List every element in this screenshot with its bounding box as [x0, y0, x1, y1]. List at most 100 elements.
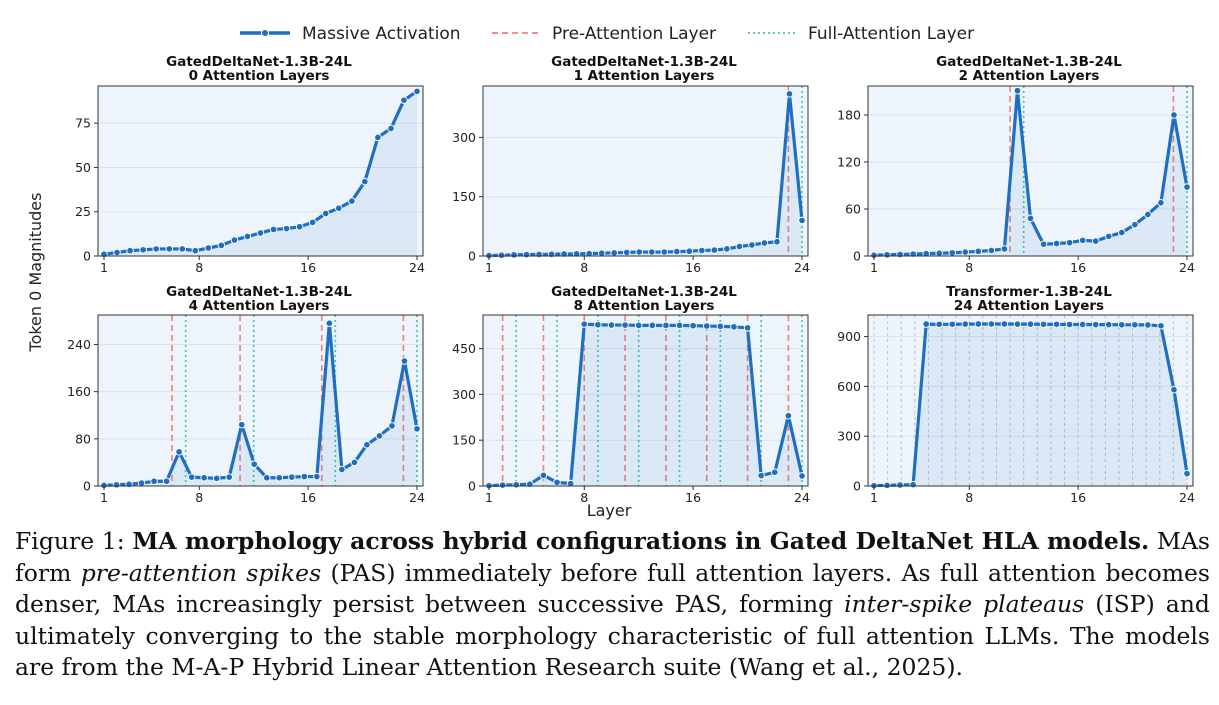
data-point [580, 320, 589, 328]
panel-0-title: GatedDeltaNet-1.3B-24L [166, 54, 352, 70]
data-point [948, 320, 957, 329]
data-point [622, 248, 631, 257]
x-tick-label: 1 [870, 490, 878, 505]
data-point [594, 321, 602, 329]
data-point [1026, 320, 1035, 328]
data-point [510, 251, 518, 259]
x-tick-label: 8 [965, 490, 973, 505]
data-point [374, 133, 382, 142]
data-point [1091, 237, 1100, 245]
data-point [607, 321, 616, 329]
data-point [225, 473, 233, 481]
data-point [948, 249, 957, 257]
legend-massive-label: Massive Activation [302, 24, 461, 44]
data-point [1065, 238, 1074, 247]
data-point [388, 422, 396, 430]
data-point [784, 412, 793, 420]
plot-frame [867, 85, 1194, 257]
y-tick-label: 600 [837, 379, 861, 394]
caption-text-1: MAs form [15, 527, 1210, 587]
x-tick-label: 16 [685, 490, 701, 505]
x-tick-label: 8 [580, 490, 588, 505]
data-point [1104, 232, 1113, 241]
data-point [137, 479, 146, 487]
y-tick-label: 0 [468, 479, 476, 494]
plot-area [483, 86, 808, 256]
data-point [553, 478, 561, 487]
data-point [685, 247, 694, 256]
data-point [597, 249, 606, 257]
data-point [498, 481, 507, 489]
data-point [1039, 320, 1048, 329]
data-point [974, 320, 983, 328]
data-point [1078, 320, 1087, 329]
figure-caption: Figure 1: MA morphology across hybrid co… [15, 526, 1210, 684]
data-point [757, 471, 765, 480]
data-point [256, 229, 265, 237]
data-point [243, 232, 252, 241]
data-point [1000, 320, 1009, 328]
data-point [308, 218, 317, 227]
data-point [585, 249, 593, 258]
data-point [288, 473, 296, 481]
data-point [1078, 236, 1087, 245]
x-tick-label: 1 [100, 490, 108, 505]
panel-1: GatedDeltaNet-1.3B-24L 1 Attention Layer… [452, 54, 810, 275]
data-point [1065, 320, 1074, 329]
data-point [896, 481, 904, 489]
data-point [909, 480, 917, 489]
panel-3-subtitle: 4 Attention Layers [189, 298, 330, 314]
data-point [413, 425, 421, 433]
data-point [1157, 198, 1165, 207]
data-point [1104, 320, 1113, 329]
y-tick-label: 0 [83, 249, 91, 264]
panel-4: GatedDeltaNet-1.3B-24L 8 Attention Layer… [452, 284, 810, 505]
x-tick-label: 16 [1070, 260, 1086, 275]
caption-text-3: (ISP) and ultimately converging to the s… [15, 590, 1210, 681]
data-point [922, 320, 930, 328]
data-point [773, 238, 781, 246]
data-point [961, 320, 970, 328]
x-tick-label: 24 [794, 490, 810, 505]
data-point [400, 357, 409, 365]
x-tick-label: 16 [300, 490, 316, 505]
data-point [1131, 220, 1139, 229]
y-tick-label: 180 [837, 107, 861, 122]
data-point [883, 481, 891, 490]
data-point [1170, 111, 1178, 119]
data-point [689, 321, 697, 330]
x-tick-label: 8 [195, 490, 203, 505]
data-point [716, 322, 725, 331]
data-point [535, 250, 543, 259]
data-point [1118, 321, 1126, 329]
data-point [547, 250, 556, 258]
data-point [152, 245, 160, 253]
data-point [1013, 320, 1022, 328]
data-point [512, 481, 520, 489]
x-tick-label: 8 [195, 260, 203, 275]
data-point [1131, 321, 1139, 329]
plot-frame [482, 314, 809, 487]
data-point [250, 460, 258, 468]
data-point [1052, 239, 1061, 248]
data-point [363, 440, 371, 449]
x-tick-label: 16 [1070, 490, 1086, 505]
data-point [321, 209, 330, 218]
legend-full-label: Full-Attention Layer [808, 24, 974, 44]
panel-1-subtitle: 1 Attention Layers [574, 68, 715, 84]
panel-4-title: GatedDeltaNet-1.3B-24L [551, 284, 737, 300]
data-point [200, 473, 208, 482]
y-tick-label: 50 [75, 160, 91, 175]
data-point [413, 87, 421, 96]
data-point [566, 479, 575, 488]
data-point [922, 249, 930, 258]
data-point [191, 246, 200, 255]
data-point [698, 246, 706, 255]
y-tick-label: 25 [75, 204, 91, 219]
data-point [187, 473, 196, 481]
data-point [987, 320, 996, 328]
data-point [1052, 320, 1061, 329]
data-point [113, 248, 121, 257]
data-point [621, 321, 629, 329]
data-point [275, 473, 284, 482]
